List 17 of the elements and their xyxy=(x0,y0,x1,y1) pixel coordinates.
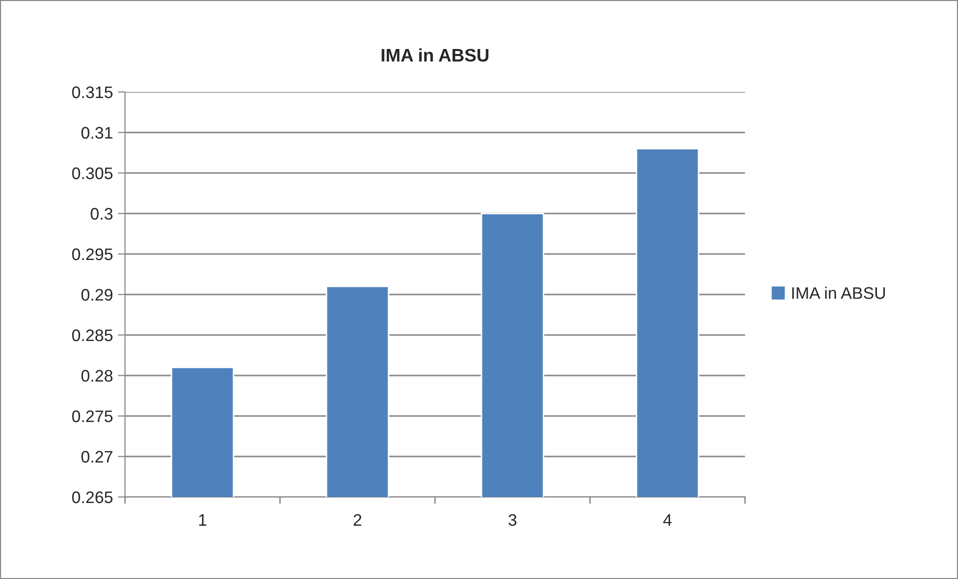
y-tick-label: 0.31 xyxy=(81,126,112,139)
y-tick-label: 0.28 xyxy=(81,370,112,382)
chart-title: IMA in ABSU xyxy=(382,48,488,62)
x-tick-label: 3 xyxy=(508,514,516,526)
x-tick-label: 2 xyxy=(354,514,362,526)
x-tick-label: 4 xyxy=(663,514,672,526)
y-tick-label: 0.29 xyxy=(81,288,112,301)
y-tick-label: 0.3 xyxy=(90,208,112,220)
y-tick-label: 0.315 xyxy=(72,86,112,98)
y-tick-label: 0.295 xyxy=(72,248,112,260)
legend-label: IMA in ABSU xyxy=(792,286,885,299)
y-tick-label: 0.275 xyxy=(72,410,112,422)
y-tick-label: 0.265 xyxy=(72,491,112,504)
x-tick-label: 1 xyxy=(199,514,206,526)
y-tick-label: 0.305 xyxy=(72,167,112,180)
y-tick-label: 0.285 xyxy=(72,329,112,342)
y-tick-label: 0.27 xyxy=(81,450,112,463)
